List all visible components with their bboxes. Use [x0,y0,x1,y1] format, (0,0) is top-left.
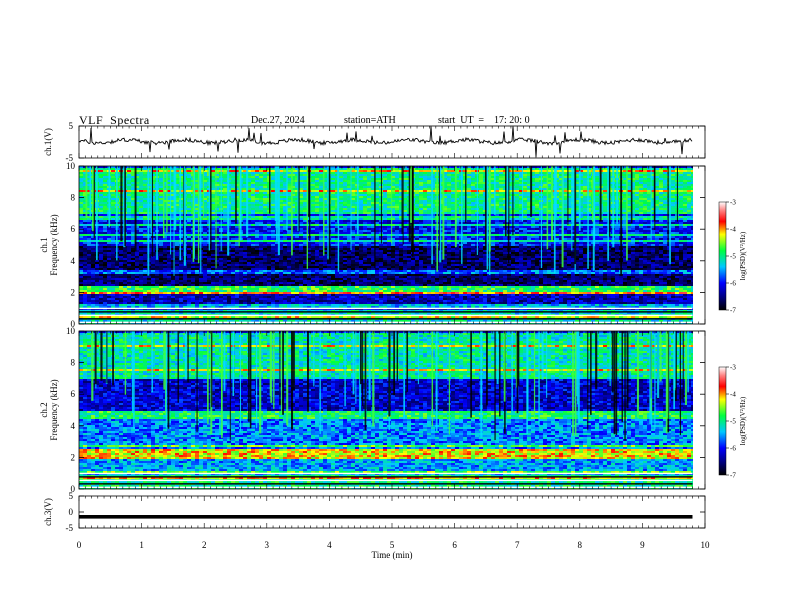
ytick-label: 4 [71,256,76,266]
frequency-axis-label: Frequency (kHz) [49,214,59,275]
xtick-label: 5 [390,540,395,550]
colorbar-tick-label: -3 [730,364,736,372]
xtick-label: 8 [578,540,583,550]
colorbar-tick-label: -7 [730,472,736,480]
xtick-label: 6 [452,540,457,550]
waveform-axis-label: ch.3(V) [43,498,53,526]
ytick-label: 2 [71,452,76,462]
ytick-label: 2 [71,287,76,297]
ytick-label: 5 [69,491,74,501]
channel-label: ch.1 [39,237,49,252]
colorbar-tick-label: -4 [730,391,736,399]
date-label: Dec.27, 2024 [251,115,305,126]
ytick-label: 10 [66,161,76,171]
waveform-axis-label: ch.1(V) [43,128,53,156]
ytick-label: 6 [71,224,76,234]
ytick-label: 8 [71,358,76,368]
ytick-label: 10 [66,326,76,336]
ch2-spectrogram-image [79,331,693,489]
ytick-label: -5 [66,523,74,533]
ytick-label: 0 [71,319,76,329]
colorbar-tick-label: -5 [730,418,736,426]
start-time-label: start UT = 17: 20: 0 [438,115,530,126]
colorbar-label: log(PSD)(V²/Hz) [739,231,747,280]
chart-title: VLF Spectra [79,113,150,128]
xtick-label: 2 [202,540,207,550]
ch1-spectrogram-colorbar [718,201,727,311]
xtick-label: 7 [515,540,520,550]
ch2-spectrogram-colorbar [718,366,727,476]
ytick-label: 5 [69,121,74,131]
time-axis-label: Time (min) [372,550,413,560]
ytick-label: 6 [71,389,76,399]
colorbar-tick-label: -6 [730,280,736,288]
colorbar-tick-label: -6 [730,445,736,453]
xtick-label: 3 [265,540,270,550]
xtick-label: 9 [640,540,645,550]
ch1-spectrogram-image [79,166,693,324]
ch3-waveform-trace [79,515,693,519]
ch1-waveform-trace [78,126,693,157]
xtick-label: 0 [77,540,82,550]
colorbar-tick-label: -3 [730,199,736,207]
ytick-label: 0 [71,484,76,494]
xtick-label: 4 [327,540,332,550]
xtick-label: 10 [701,540,711,550]
ytick-label: -5 [66,153,74,163]
station-label: station=ATH [344,115,396,126]
colorbar-tick-label: -7 [730,307,736,315]
ytick-label: 0 [69,507,74,517]
ytick-label: 8 [71,193,76,203]
frequency-axis-label: Frequency (kHz) [49,379,59,440]
ytick-label: 4 [71,421,76,431]
xtick-label: 1 [139,540,144,550]
colorbar-label: log(PSD)(V²/Hz) [739,396,747,445]
colorbar-tick-label: -5 [730,253,736,261]
colorbar-tick-label: -4 [730,226,736,234]
channel-label: ch.2 [39,402,49,417]
